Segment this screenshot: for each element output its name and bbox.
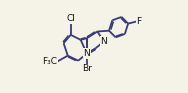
Text: Br: Br [82,64,92,73]
Text: F: F [136,17,142,26]
Text: N: N [101,37,107,46]
Text: N: N [83,49,90,58]
Text: F₃C: F₃C [42,57,57,66]
Text: Cl: Cl [66,14,75,23]
